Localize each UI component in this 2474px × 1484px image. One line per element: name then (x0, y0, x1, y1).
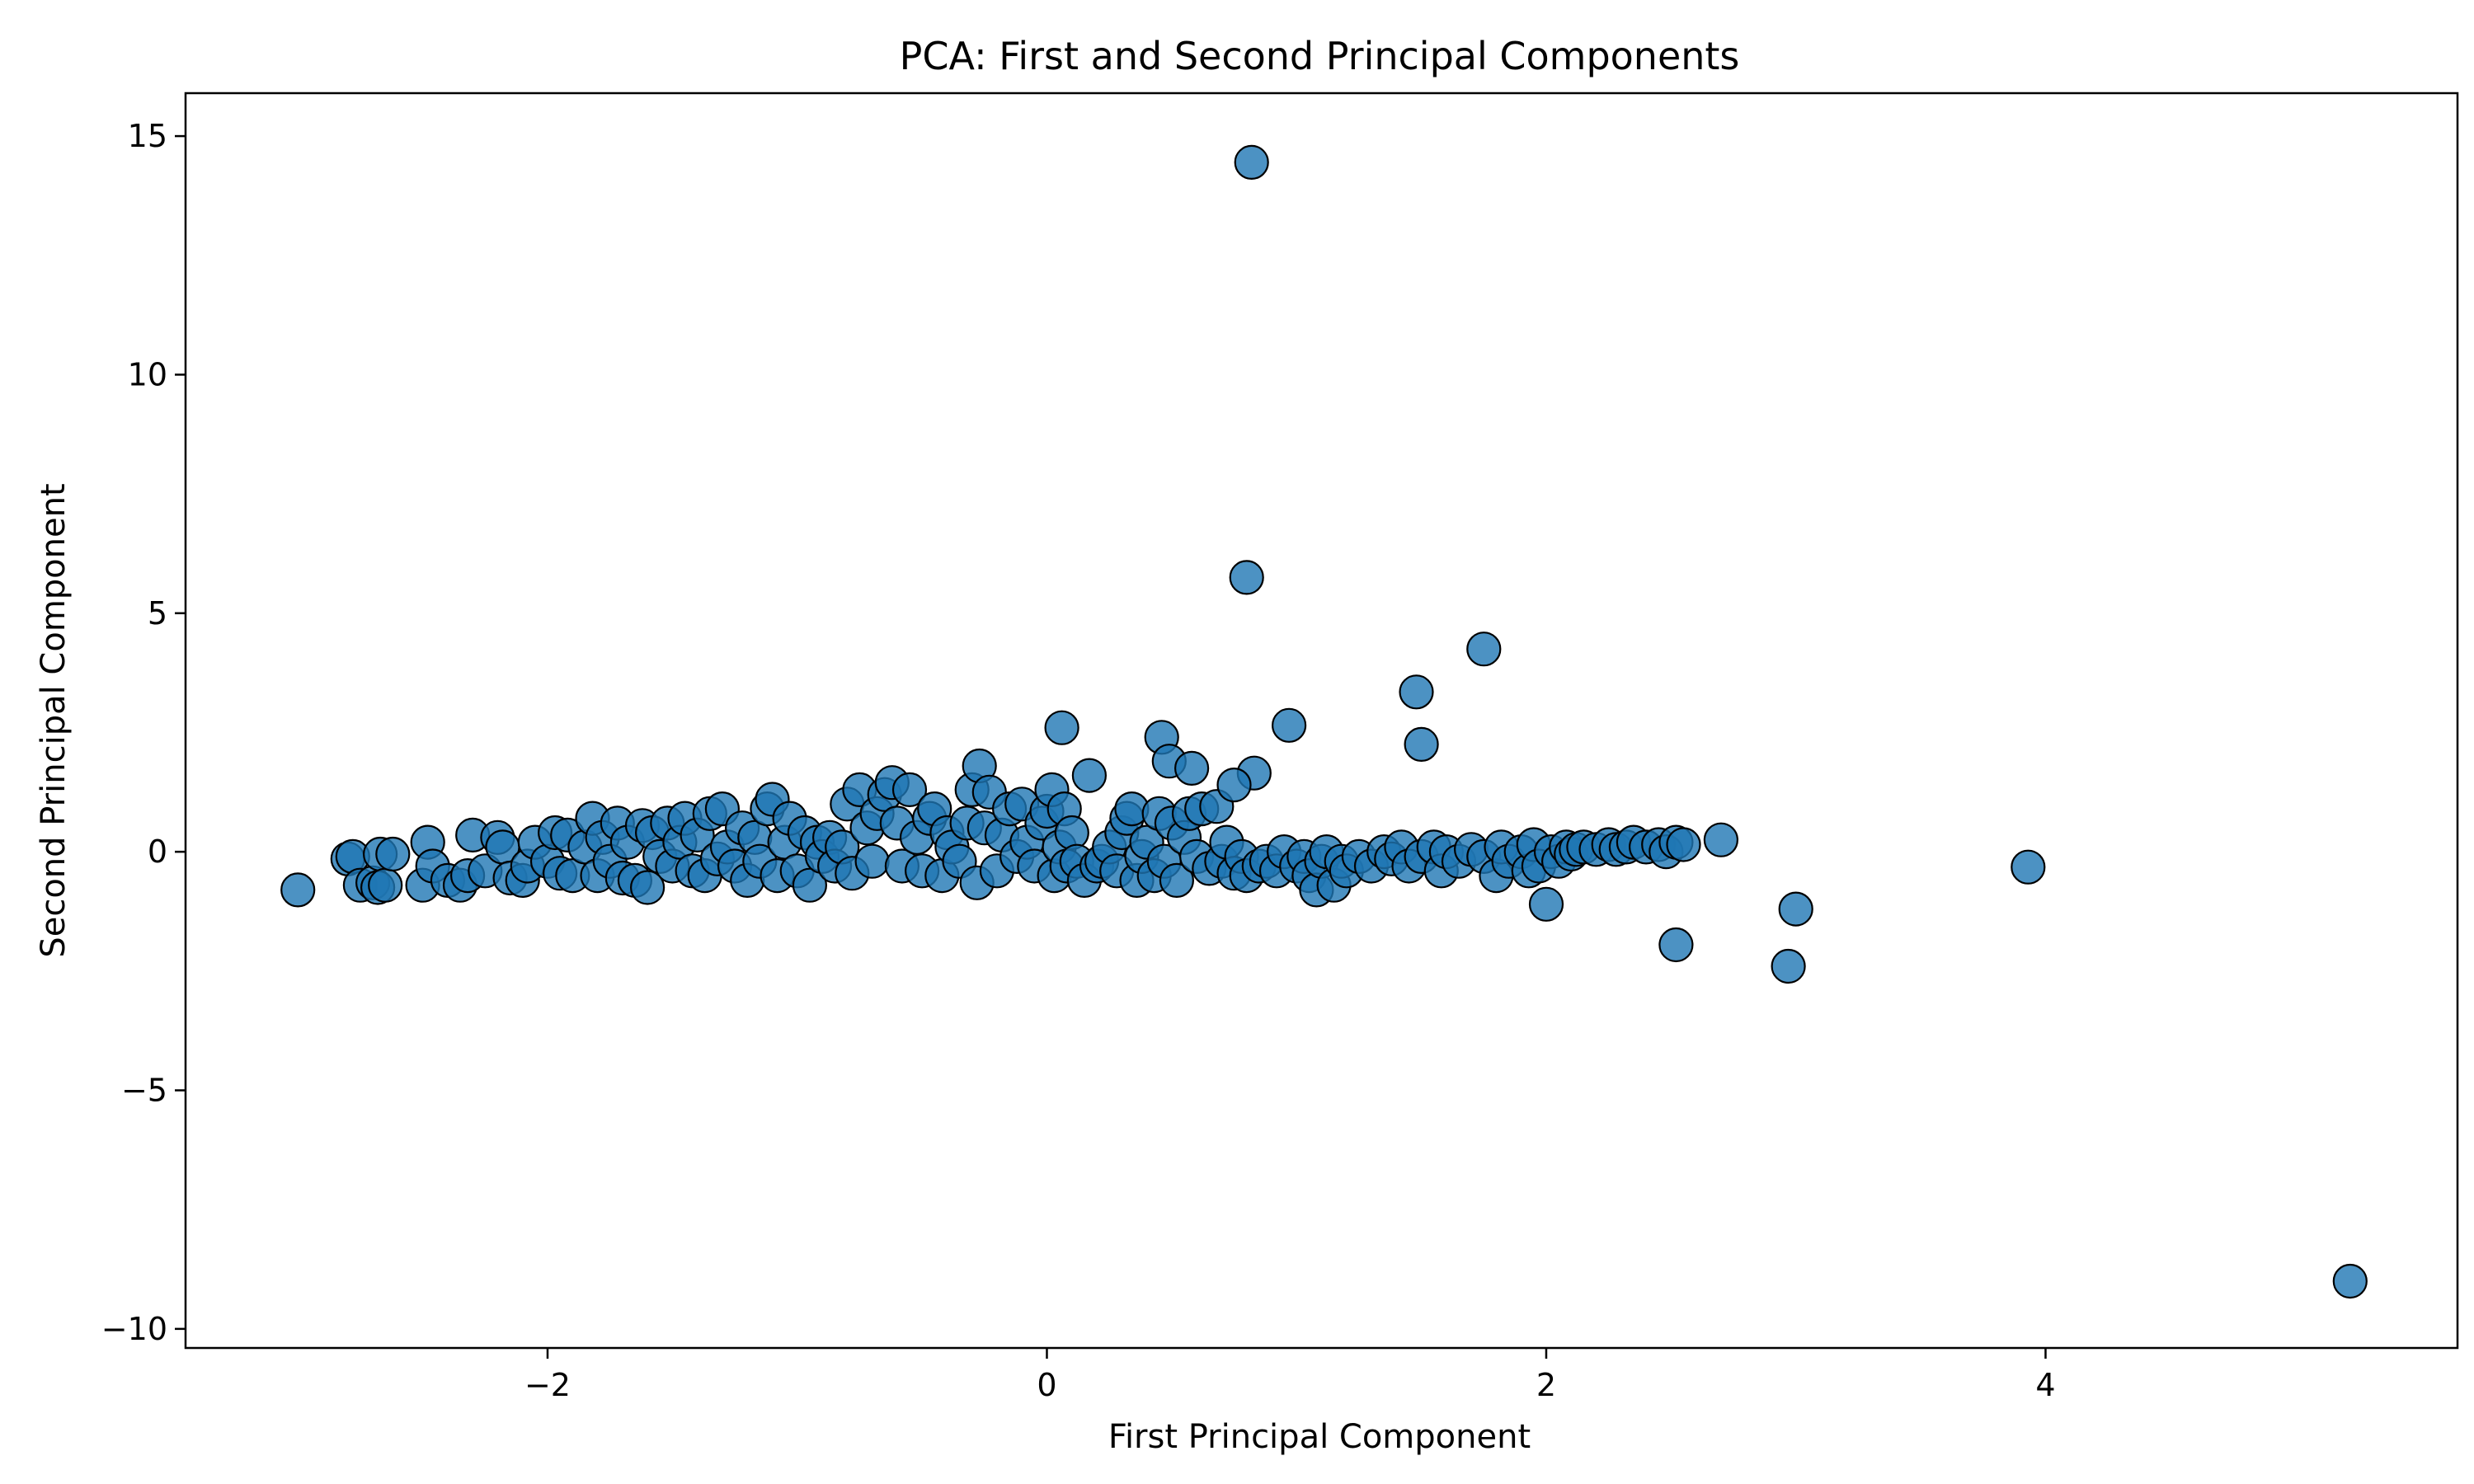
scatter-point (1229, 560, 1264, 595)
scatter-point (1658, 927, 1694, 963)
plot-frame (184, 92, 2459, 1350)
scatter-point (1404, 726, 1439, 763)
scatter-point (1666, 827, 1701, 862)
x-tick-label: −2 (524, 1367, 571, 1403)
x-tick-label: 2 (1536, 1367, 1556, 1403)
y-tick-label: −10 (101, 1311, 167, 1347)
scatter-point (2011, 849, 2046, 885)
scatter-point (1054, 815, 1089, 851)
x-axis-label: First Principal Component (1108, 1418, 1531, 1456)
x-tick-label: 0 (1037, 1367, 1056, 1403)
scatter-point (368, 867, 403, 903)
scatter-point (1771, 948, 1806, 984)
scatter-point (1234, 144, 1269, 180)
scatter-point (280, 872, 316, 908)
scatter-point (375, 836, 411, 872)
scatter-point (891, 772, 928, 808)
x-tick-label: 4 (2035, 1367, 2055, 1403)
y-axis: −10 −5 0 5 10 15 (101, 118, 186, 1347)
scatter-point (1174, 750, 1210, 787)
y-tick-label: 5 (148, 595, 167, 632)
chart-title: PCA: First and Second Principal Componen… (900, 34, 1740, 78)
scatter-point (1159, 862, 1195, 899)
scatter-point (1528, 886, 1564, 922)
scatter-point (1778, 891, 1813, 927)
y-tick-label: 15 (128, 118, 167, 154)
scatter-point (854, 843, 890, 879)
scatter-point (1399, 674, 1434, 710)
scatter-point (792, 867, 828, 903)
scatter-point (1466, 632, 1502, 667)
y-tick-label: −5 (121, 1072, 167, 1108)
y-tick-label: 10 (128, 356, 167, 392)
points-layer (280, 144, 2368, 1299)
scatter-point (1044, 710, 1079, 745)
x-axis: −2 0 2 4 (524, 1348, 2056, 1403)
scatter-point (1271, 707, 1307, 743)
scatter-point (1216, 767, 1252, 803)
y-axis-label: Second Principal Component (35, 483, 73, 957)
scatter-point (2332, 1263, 2368, 1299)
scatter-point (1703, 822, 1738, 857)
scatter-point (1071, 758, 1108, 793)
scatter-point (629, 870, 666, 905)
y-tick-label: 0 (148, 834, 167, 870)
